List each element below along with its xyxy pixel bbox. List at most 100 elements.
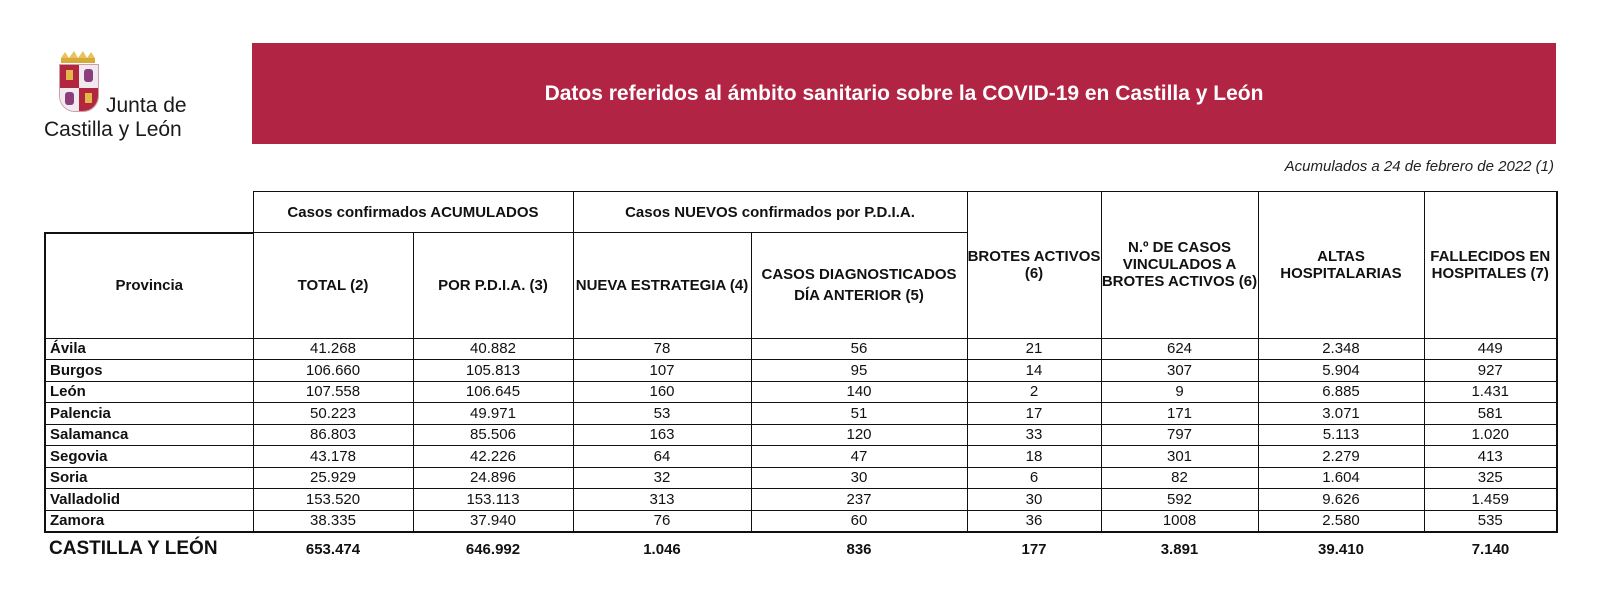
cell: 38.335 bbox=[252, 509, 414, 533]
total-cell: 836 bbox=[846, 540, 872, 558]
cell: 1.431 bbox=[1423, 380, 1558, 403]
cell: 535 bbox=[1423, 509, 1558, 533]
cell: 105.813 bbox=[412, 359, 574, 382]
cell: 6.885 bbox=[1257, 380, 1425, 403]
logo-text-line1: Junta de bbox=[106, 94, 187, 117]
cell: 449 bbox=[1423, 337, 1558, 360]
cell: 153.520 bbox=[252, 488, 414, 511]
cell: 36 bbox=[966, 509, 1102, 533]
table-row: Salamanca 86.803 85.506 163 120 33 797 5… bbox=[44, 423, 1558, 446]
col-header-total: TOTAL (2) bbox=[252, 232, 414, 339]
cell: 53 bbox=[572, 402, 752, 425]
logo-text-line2: Castilla y León bbox=[44, 118, 182, 141]
table-row: Burgos 106.660 105.813 107 95 14 307 5.9… bbox=[44, 359, 1558, 382]
cell: 2 bbox=[966, 380, 1102, 403]
cell: 107 bbox=[572, 359, 752, 382]
covid-data-table: Casos confirmados ACUMULADOS Casos NUEVO… bbox=[44, 191, 1558, 565]
cell: 1008 bbox=[1100, 509, 1259, 533]
cell: 6 bbox=[966, 466, 1102, 489]
cell: 25.929 bbox=[252, 466, 414, 489]
col-header-fallecidos: FALLECIDOS EN HOSPITALES (7) bbox=[1423, 191, 1558, 339]
cell: 9.626 bbox=[1257, 488, 1425, 511]
cell: 413 bbox=[1423, 445, 1558, 468]
table-row: Zamora 38.335 37.940 76 60 36 1008 2.580… bbox=[44, 509, 1558, 533]
cell: 927 bbox=[1423, 359, 1558, 382]
cell: 307 bbox=[1100, 359, 1259, 382]
col-header-provincia: Provincia bbox=[44, 232, 254, 339]
col-header-brotes: BROTES ACTIVOS (6) bbox=[966, 191, 1102, 339]
cell: 37.940 bbox=[412, 509, 574, 533]
cell: 107.558 bbox=[252, 380, 414, 403]
cell: 47 bbox=[750, 445, 968, 468]
cell: 120 bbox=[750, 423, 968, 446]
cell: 40.882 bbox=[412, 337, 574, 360]
cell: 140 bbox=[750, 380, 968, 403]
total-cell: 177 bbox=[1021, 540, 1047, 558]
cell: 106.660 bbox=[252, 359, 414, 382]
total-cell: 653.474 bbox=[305, 540, 361, 558]
cell: 3.071 bbox=[1257, 402, 1425, 425]
cell: 301 bbox=[1100, 445, 1259, 468]
cell: 106.645 bbox=[412, 380, 574, 403]
cell: 325 bbox=[1423, 466, 1558, 489]
cell: 592 bbox=[1100, 488, 1259, 511]
cell: 33 bbox=[966, 423, 1102, 446]
cell: 2.279 bbox=[1257, 445, 1425, 468]
cell: 1.459 bbox=[1423, 488, 1558, 511]
total-cell: 646.992 bbox=[465, 540, 521, 558]
cell: 624 bbox=[1100, 337, 1259, 360]
cell: 160 bbox=[572, 380, 752, 403]
crown-icon bbox=[61, 51, 95, 63]
cell: 41.268 bbox=[252, 337, 414, 360]
cell-provincia: Valladolid bbox=[44, 488, 254, 511]
total-cell: 7.140 bbox=[1471, 540, 1510, 558]
cell: 86.803 bbox=[252, 423, 414, 446]
total-cell: 39.410 bbox=[1318, 540, 1364, 558]
cell: 18 bbox=[966, 445, 1102, 468]
cell: 1.020 bbox=[1423, 423, 1558, 446]
cell-provincia: León bbox=[44, 380, 254, 403]
total-cell: 1.046 bbox=[643, 540, 681, 558]
cell: 82 bbox=[1100, 466, 1259, 489]
total-cell: 3.891 bbox=[1160, 540, 1199, 558]
cell: 43.178 bbox=[252, 445, 414, 468]
cell: 56 bbox=[750, 337, 968, 360]
cell: 30 bbox=[750, 466, 968, 489]
cell: 313 bbox=[572, 488, 752, 511]
cell: 171 bbox=[1100, 402, 1259, 425]
cell: 42.226 bbox=[412, 445, 574, 468]
cell: 17 bbox=[966, 402, 1102, 425]
cell: 60 bbox=[750, 509, 968, 533]
cell: 30 bbox=[966, 488, 1102, 511]
cell: 581 bbox=[1423, 402, 1558, 425]
table-row: León 107.558 106.645 160 140 2 9 6.885 1… bbox=[44, 380, 1558, 403]
cell: 5.113 bbox=[1257, 423, 1425, 446]
cell: 9 bbox=[1100, 380, 1259, 403]
cell-provincia: Salamanca bbox=[44, 423, 254, 446]
cell: 64 bbox=[572, 445, 752, 468]
table-row: Soria 25.929 24.896 32 30 6 82 1.604 325 bbox=[44, 466, 1558, 489]
cell-provincia: Segovia bbox=[44, 445, 254, 468]
col-header-altas: ALTAS HOSPITALARIAS bbox=[1257, 191, 1425, 339]
cell: 76 bbox=[572, 509, 752, 533]
cell: 51 bbox=[750, 402, 968, 425]
cell: 78 bbox=[572, 337, 752, 360]
cell: 85.506 bbox=[412, 423, 574, 446]
cell: 2.348 bbox=[1257, 337, 1425, 360]
cell-provincia: Palencia bbox=[44, 402, 254, 425]
cell: 14 bbox=[966, 359, 1102, 382]
cell-provincia: Zamora bbox=[44, 509, 254, 533]
cell: 50.223 bbox=[252, 402, 414, 425]
junta-logo: Junta de Castilla y León bbox=[44, 50, 204, 141]
cell: 163 bbox=[572, 423, 752, 446]
total-label: CASTILLA Y LEÓN bbox=[49, 538, 218, 559]
cell-provincia: Burgos bbox=[44, 359, 254, 382]
page-title: Datos referidos al ámbito sanitario sobr… bbox=[544, 81, 1264, 105]
table-row: Palencia 50.223 49.971 53 51 17 171 3.07… bbox=[44, 402, 1558, 425]
total-row: CASTILLA Y LEÓN 653.474 646.992 1.046 83… bbox=[45, 532, 1557, 565]
table-row: Valladolid 153.520 153.113 313 237 30 59… bbox=[44, 488, 1558, 511]
cell: 21 bbox=[966, 337, 1102, 360]
cell-provincia: Ávila bbox=[44, 337, 254, 360]
cell: 49.971 bbox=[412, 402, 574, 425]
col-header-vinculados: N.º DE CASOS VINCULADOS A BROTES ACTIVOS… bbox=[1100, 191, 1259, 339]
